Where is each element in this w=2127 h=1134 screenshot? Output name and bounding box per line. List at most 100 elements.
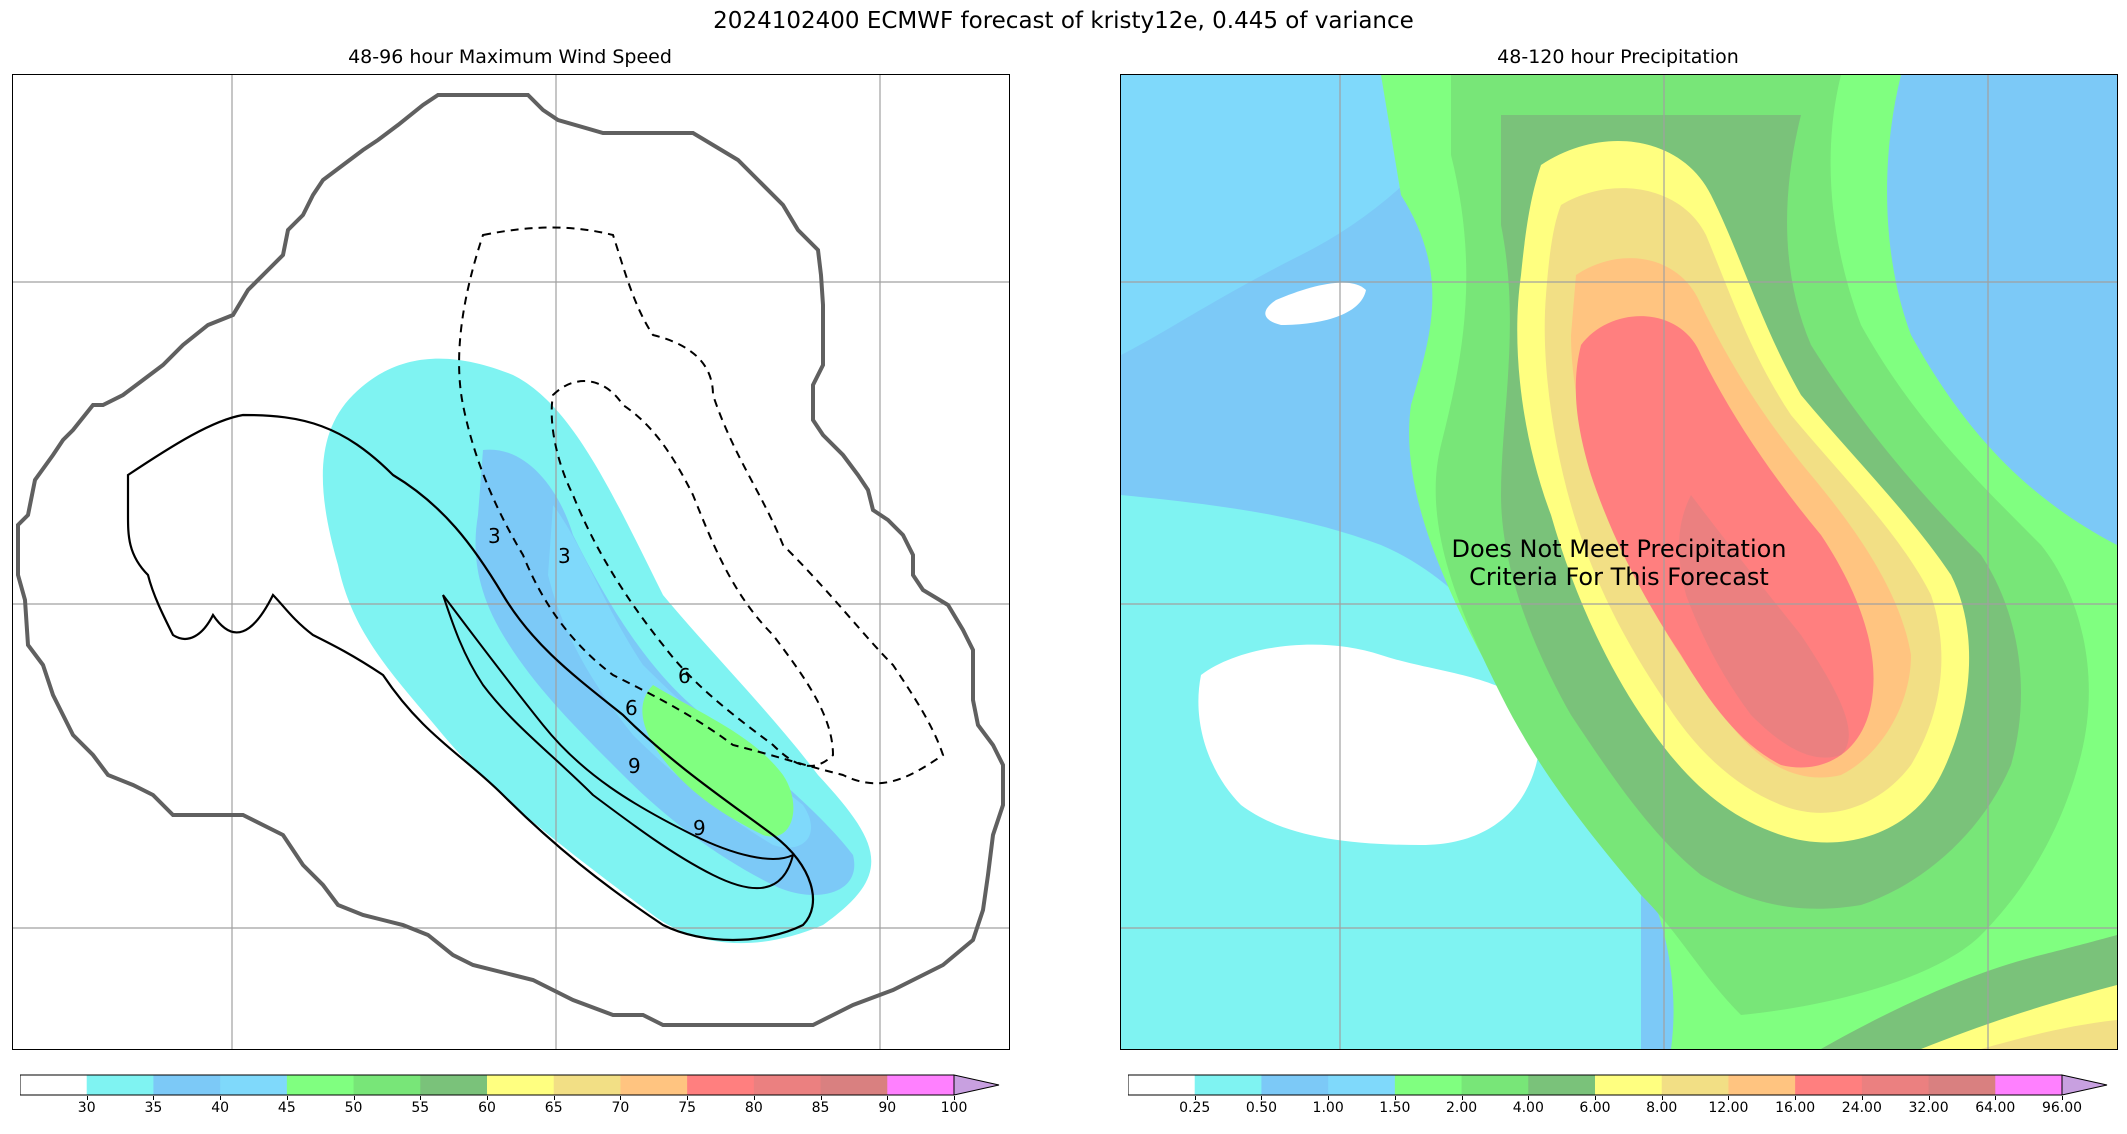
wind-colorbar-svg	[19, 1074, 1000, 1096]
precip-colorbar-segment	[1528, 1075, 1596, 1095]
precip-colorbar: 0.25 0.50 1.00 1.50 2.00 4.00 6.00 8.00 12.00 16.…	[1127, 1074, 2108, 1134]
precip-colorbar-segment	[1661, 1075, 1729, 1095]
wind-colorbar-tick-label: 35	[144, 1100, 163, 1116]
precip-colorbar-tick-label: 0.50	[1245, 1100, 1278, 1116]
wind-colorbar-tick-mark	[753, 1096, 755, 1100]
wind-colorbar-tick-label: 80	[744, 1100, 763, 1116]
wind-colorbar-segment	[487, 1075, 555, 1095]
precip-colorbar-outline	[1127, 1074, 2062, 1096]
precip-colorbar-tick-mark	[1928, 1096, 1930, 1100]
precip-colorbar-tick-label: 16.00	[1775, 1100, 1816, 1116]
precip-colorbar-tick-mark	[1528, 1096, 1530, 1100]
precip-colorbar-segment	[1795, 1075, 1863, 1095]
wind-colorbar-segment	[220, 1075, 288, 1095]
contour-label-9a: 9	[628, 754, 641, 778]
wind-colorbar-segment	[420, 1075, 488, 1095]
contour-label-3a: 3	[488, 524, 501, 548]
wind-colorbar-tick-label: 45	[277, 1100, 296, 1116]
contour-label-6a: 6	[625, 696, 638, 720]
wind-colorbar-tick-label: 50	[344, 1100, 363, 1116]
wind-shade-50	[642, 685, 794, 837]
wind-contour-dashed-inner	[550, 380, 835, 767]
precip-colorbar-tick-mark	[1394, 1096, 1396, 1100]
precip-colorbar-segment	[1394, 1075, 1463, 1095]
precip-colorbar-tick-label: 64.00	[1975, 1100, 2016, 1116]
wind-colorbar-tick-label: 40	[211, 1100, 230, 1116]
precip-colorbar-tick-mark	[1194, 1096, 1196, 1100]
wind-colorbar-tick-label: 70	[611, 1100, 630, 1116]
wind-contour-labels: 3 3 6 6 9 9	[488, 524, 706, 840]
wind-colorbar-tick-label: 55	[411, 1100, 430, 1116]
contour-label-9b: 9	[693, 816, 706, 840]
wind-colorbar-tick-mark	[887, 1096, 889, 1100]
precip-colorbar-segment	[1461, 1075, 1529, 1095]
wind-colorbar-tick-label: 30	[77, 1100, 96, 1116]
wind-colorbar-tick-mark	[553, 1096, 555, 1100]
wind-colorbar-tick-label: 60	[478, 1100, 496, 1116]
precip-colorbar-segment	[1595, 1075, 1663, 1095]
precip-colorbar-tick-label: 1.00	[1312, 1100, 1344, 1116]
precip-colorbar-tick-mark	[1728, 1096, 1730, 1100]
contour-label-3b: 3	[558, 544, 571, 568]
wind-colorbar-tick-mark	[286, 1096, 288, 1100]
precip-colorbar-tick-label: 96.00	[2041, 1100, 2083, 1116]
precip-colorbar-tick-mark	[1261, 1096, 1263, 1100]
wind-colorbar-extend-arrow	[953, 1074, 1000, 1096]
precip-colorbar-segment	[1261, 1075, 1329, 1095]
wind-colorbar-tick-label: 90	[878, 1100, 897, 1116]
wind-colorbar-tick-mark	[687, 1096, 689, 1100]
right-panel-title: 48-120 hour Precipitation	[1497, 46, 1739, 68]
contour-label-6b: 6	[678, 664, 691, 688]
precip-colorbar-tick-mark	[1328, 1096, 1330, 1100]
wind-colorbar-tick-label: 85	[811, 1100, 830, 1116]
wind-colorbar-tick-label: 100	[940, 1100, 968, 1116]
wind-colorbar-tick-mark	[86, 1096, 88, 1100]
wind-colorbar: 30 35 40 45 50 55 60 65 70 75 80 85 90 100	[19, 1074, 1000, 1134]
wind-colorbar-tick-mark	[487, 1096, 488, 1100]
wind-colorbar-segment	[153, 1075, 221, 1095]
figure-title: 2024102400 ECMWF forecast of kristy12e, …	[713, 8, 1414, 34]
wind-grid	[13, 75, 1009, 1049]
wind-contour-3-solid	[126, 413, 815, 942]
wind-colorbar-segment	[620, 1075, 688, 1095]
wind-colorbar-segment	[86, 1075, 154, 1095]
precip-colorbar-tick-label: 1.50	[1379, 1100, 1411, 1116]
wind-colorbar-tick-mark	[620, 1096, 622, 1100]
precip-colorbar-extend-arrow	[2061, 1074, 2108, 1096]
precip-colorbar-tick-mark	[1461, 1096, 1463, 1100]
wind-colorbar-segment	[887, 1075, 955, 1095]
wind-colorbar-tick-mark	[954, 1096, 955, 1100]
wind-colorbar-tick-mark	[220, 1096, 222, 1100]
precip-colorbar-segment	[1861, 1075, 1930, 1095]
precip-colorbar-tick-label: 32.00	[1908, 1100, 1949, 1116]
precip-colorbar-svg	[1127, 1074, 2108, 1096]
wind-contour-3-inner	[442, 594, 795, 889]
wind-colorbar-segment	[20, 1075, 88, 1095]
precip-colorbar-tick-label: 12.00	[1708, 1100, 1749, 1116]
precip-colorbar-tick-label: 0.25	[1179, 1100, 1211, 1116]
precipitation-plot	[1121, 75, 2117, 1049]
precip-colorbar-tick-mark	[2062, 1096, 2063, 1100]
wind-colorbar-tick-mark	[353, 1096, 355, 1100]
wind-colorbar-segment	[687, 1075, 755, 1095]
precip-colorbar-segment	[1128, 1075, 1196, 1095]
precip-criteria-notice: Does Not Meet Precipitation Criteria For…	[1451, 535, 1787, 591]
precip-grid	[1121, 75, 2117, 1049]
precip-colorbar-tick-label: 2.00	[1445, 1100, 1478, 1116]
wind-colorbar-tick-mark	[420, 1096, 422, 1100]
precip-colorbar-tick-mark	[1995, 1096, 1997, 1100]
precip-colorbar-tick-label: 8.00	[1646, 1100, 1678, 1116]
precipitation-map: Does Not Meet Precipitation Criteria For…	[1120, 74, 2118, 1050]
wind-colorbar-segment	[553, 1075, 621, 1095]
wind-colorbar-tick-mark	[820, 1096, 822, 1100]
wind-colorbar-segment	[753, 1075, 822, 1095]
wind-colorbar-tick-label: 65	[544, 1100, 563, 1116]
wind-speed-map: 3 3 6 6 9 9	[12, 74, 1010, 1050]
wind-colorbar-segment	[820, 1075, 888, 1095]
precip-colorbar-segment	[1928, 1075, 1996, 1095]
precip-colorbar-tick-label: 4.00	[1512, 1100, 1544, 1116]
precip-colorbar-tick-mark	[1795, 1096, 1797, 1100]
wind-colorbar-outline	[19, 1074, 954, 1096]
precip-colorbar-tick-mark	[1861, 1096, 1863, 1100]
precip-colorbar-segment	[1728, 1075, 1796, 1095]
